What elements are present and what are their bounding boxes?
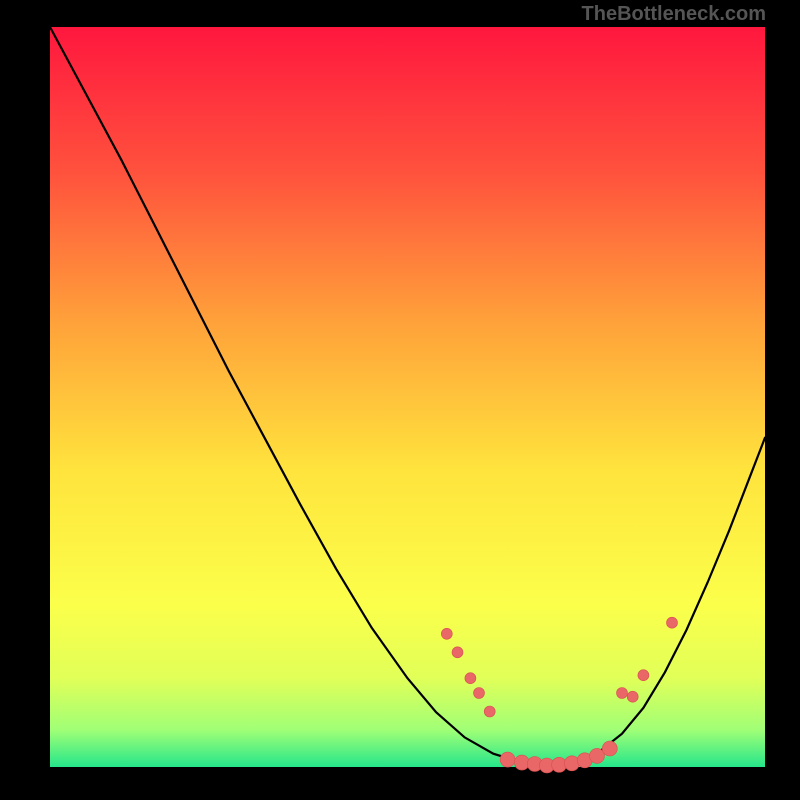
- data-marker: [627, 691, 638, 702]
- marker-group: [441, 617, 677, 773]
- data-marker: [500, 752, 515, 767]
- data-marker: [441, 628, 452, 639]
- data-marker: [617, 688, 628, 699]
- data-marker: [452, 647, 463, 658]
- watermark-text: TheBottleneck.com: [582, 3, 766, 26]
- chart-container: TheBottleneck.com: [0, 0, 800, 800]
- data-marker: [474, 688, 485, 699]
- data-marker: [564, 756, 579, 771]
- data-marker: [484, 706, 495, 717]
- plot-area: [50, 27, 765, 767]
- data-marker: [465, 673, 476, 684]
- bottleneck-curve: [50, 27, 765, 766]
- data-marker: [638, 670, 649, 681]
- curve-layer: [50, 27, 765, 767]
- data-marker: [602, 741, 617, 756]
- data-marker: [667, 617, 678, 628]
- data-marker: [590, 748, 605, 763]
